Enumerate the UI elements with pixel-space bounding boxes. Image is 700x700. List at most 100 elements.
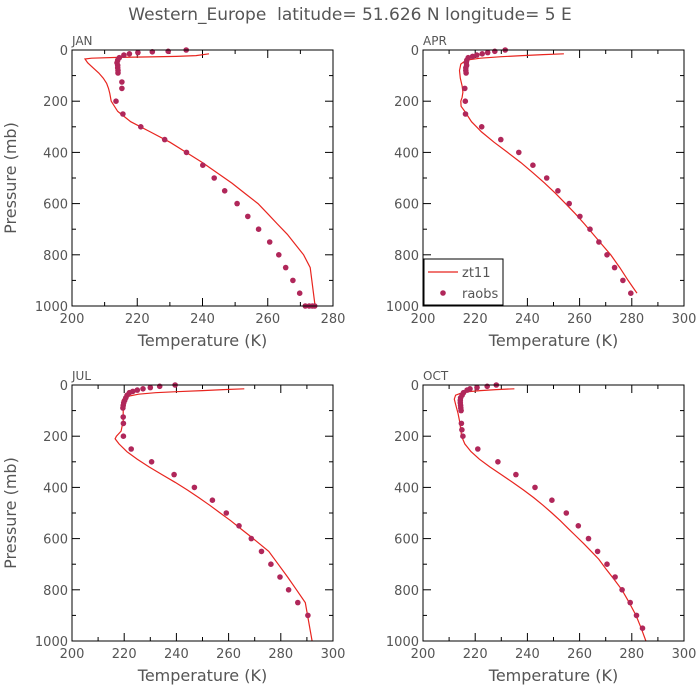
series-raobs-point [120, 405, 126, 411]
series-raobs-point [147, 384, 154, 391]
y-tick-label: 200 [43, 430, 68, 445]
series-raobs-point [563, 510, 570, 516]
x-tick-label: 220 [463, 647, 488, 662]
series-raobs-point [575, 523, 582, 529]
x-tick-label: 240 [164, 647, 189, 662]
y-tick-label: 400 [394, 481, 419, 496]
legend-box [423, 258, 504, 306]
panel-apr: 200 220 240 260 280 300 0 200 400 600 800 1000 APR Te… [386, 34, 697, 350]
series-raobs-point [305, 612, 311, 619]
series-raobs-point [555, 188, 561, 194]
series-raobs-point [282, 264, 289, 271]
y-tick-label: 1000 [386, 635, 419, 650]
series-raobs-point [587, 226, 593, 232]
x-tick-label: 220 [125, 312, 150, 327]
series-raobs-point [475, 446, 481, 452]
series-raobs-point [460, 433, 466, 440]
series-raobs-point [268, 561, 274, 567]
series-raobs-point [140, 386, 146, 392]
y-tick-label: 800 [394, 249, 419, 264]
x-tick-label: 240 [515, 647, 540, 662]
x-tick-label: 260 [567, 312, 592, 327]
x-tick-label: 260 [216, 647, 241, 662]
series-raobs-point [285, 587, 292, 593]
series-raobs-point [200, 162, 206, 168]
series-zt11-line [458, 53, 638, 294]
series-raobs-point [290, 277, 296, 284]
series-raobs-point [628, 290, 634, 297]
x-axis-label: Temperature (K) [137, 666, 267, 685]
series-raobs-point [221, 188, 228, 194]
y-tick-label: 400 [394, 146, 419, 161]
series-raobs-point [119, 85, 125, 92]
series-raobs-point [462, 98, 469, 104]
series-raobs-point [128, 446, 134, 452]
panel-label: APR [423, 34, 447, 48]
x-tick-label: 200 [411, 647, 436, 662]
series-raobs-point [604, 252, 610, 258]
y-tick-label: 1000 [35, 300, 68, 315]
legend: zt11 raobs [423, 258, 504, 306]
series-raobs-point [255, 226, 262, 232]
x-tick-label: 300 [321, 647, 346, 662]
series-raobs-point [296, 290, 303, 297]
x-tick-label: 280 [268, 647, 293, 662]
y-tick-label: 600 [43, 198, 68, 213]
series-raobs-point [611, 264, 618, 271]
series-raobs-point [596, 239, 602, 245]
x-tick-label: 220 [112, 647, 137, 662]
series-raobs-point [612, 574, 618, 580]
series-raobs-point [135, 49, 141, 56]
series-zt11-line [453, 388, 647, 642]
x-tick-label: 200 [411, 312, 436, 327]
series-raobs-point [462, 111, 469, 117]
series-raobs-point [134, 387, 141, 393]
series-raobs-point [276, 252, 282, 258]
series-raobs-point [165, 48, 171, 55]
y-axis-label: Pressure (mb) [1, 122, 20, 234]
y-tick-label: 0 [60, 44, 68, 59]
series-zt11-line [114, 388, 313, 642]
series-raobs-point [627, 599, 633, 606]
series-raobs-point [120, 433, 127, 440]
series-raobs-point [492, 48, 498, 55]
y-tick-label: 600 [394, 198, 419, 213]
series-raobs-point [532, 484, 538, 491]
x-tick-label: 300 [672, 647, 697, 662]
series-raobs-point [549, 497, 555, 504]
y-tick-label: 200 [43, 95, 68, 110]
series-raobs-point [620, 277, 626, 284]
series-raobs-point [258, 548, 265, 555]
series-raobs-point [619, 587, 625, 593]
series-raobs-point [633, 612, 640, 619]
series-raobs-point [566, 200, 572, 207]
series-raobs-point [295, 599, 301, 606]
series-raobs-point [577, 213, 583, 220]
series-raobs-point [462, 85, 468, 92]
legend-label-raobs: raobs [462, 287, 499, 302]
series-raobs-point [126, 51, 133, 57]
x-tick-label: 240 [190, 312, 215, 327]
series-raobs-point [513, 471, 519, 478]
series-raobs-point [498, 136, 504, 143]
series-raobs-point [484, 383, 491, 390]
series-raobs-point [479, 51, 486, 57]
series-raobs-point [120, 414, 126, 420]
series-raobs-point [113, 98, 119, 104]
series-raobs-point [148, 459, 155, 465]
y-tick-label: 800 [394, 584, 419, 599]
series-raobs-point [530, 162, 536, 168]
panel-jul: 200 220 240 260 280 300 0 200 400 600 800 1000 JUL Te… [1, 369, 345, 685]
series-raobs-point [191, 484, 198, 491]
series-raobs-point [120, 111, 126, 117]
panel-label: JUL [71, 369, 91, 383]
panel-label: OCT [423, 369, 449, 383]
series-raobs-point [516, 149, 522, 156]
x-tick-label: 220 [463, 312, 488, 327]
panel-oct: 200 220 240 260 280 300 0 200 400 600 800 1000 OCT Te… [386, 369, 697, 685]
series-raobs-point [463, 70, 469, 76]
y-tick-label: 400 [43, 481, 68, 496]
series-raobs-point [543, 175, 550, 181]
figure-title: Western_Europe latitude= 51.626 N longit… [128, 5, 571, 25]
panel-label: JAN [71, 34, 93, 48]
